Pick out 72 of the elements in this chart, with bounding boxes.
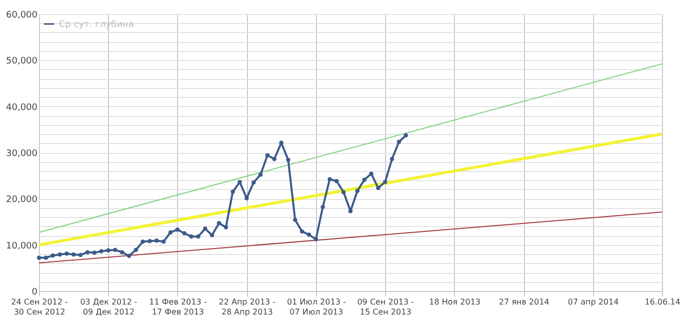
point — [355, 188, 360, 193]
y-tick-label: 60,000 — [6, 10, 38, 20]
point — [134, 248, 138, 252]
point — [154, 238, 159, 243]
point — [78, 252, 83, 258]
point — [44, 256, 48, 260]
point — [64, 251, 69, 256]
x-tick-label: 27 янв 2014 — [498, 298, 550, 306]
point — [140, 239, 145, 244]
point — [286, 158, 290, 162]
y-tick-label: 20,000 — [6, 195, 38, 206]
point — [161, 239, 166, 244]
point — [341, 190, 346, 194]
point — [382, 180, 388, 184]
point — [203, 226, 208, 231]
point — [293, 218, 298, 222]
point — [404, 133, 408, 138]
point — [126, 254, 132, 258]
x-tick-label: 03 Дек 2012 - 09 Дек 2012 — [80, 298, 138, 316]
y-tick-label: 0 — [32, 288, 38, 298]
point — [272, 156, 276, 162]
point — [390, 156, 394, 162]
x-tick-label: 11 Фев 2013 - 17 Фев 2013 — [149, 298, 207, 316]
point — [328, 177, 332, 182]
point — [58, 252, 62, 257]
point — [376, 186, 380, 190]
point — [113, 248, 118, 252]
x-tick-label: 07 апр 2014 — [568, 298, 619, 306]
point — [196, 234, 200, 239]
point — [396, 140, 402, 144]
y-tick-label: 50,000 — [6, 56, 38, 67]
point — [99, 249, 104, 254]
x-tick-label: 22 Апр 2013 - 28 Апр 2013 — [218, 298, 276, 316]
point — [85, 250, 90, 254]
point — [300, 229, 304, 234]
y-tick-label: 10,000 — [6, 241, 38, 252]
point — [71, 252, 76, 257]
y-tick-label: 40,000 — [6, 102, 38, 113]
x-tick-label: 16.06.14 — [644, 298, 680, 306]
point — [216, 221, 222, 226]
x-tick-label: 09 Сен 2013 - 15 Сен 2013 — [357, 298, 414, 316]
point — [334, 179, 339, 184]
point — [224, 225, 228, 230]
point — [348, 209, 353, 214]
point — [306, 232, 312, 237]
point — [210, 233, 214, 238]
point — [314, 237, 318, 242]
point — [238, 180, 242, 184]
x-tick-label: 01 Июл 2013 - 07 Июл 2013 — [286, 298, 346, 316]
point — [251, 180, 256, 185]
point — [244, 196, 249, 200]
point — [265, 153, 270, 158]
point — [50, 253, 55, 258]
point — [106, 248, 110, 252]
x-tick-label: 24 Сен 2012 - 30 Сен 2012 — [11, 298, 68, 316]
point — [369, 172, 374, 176]
point — [258, 172, 263, 177]
point — [168, 230, 173, 234]
legend-label: Ср сут. глубина — [59, 20, 134, 30]
x-tick-label: 18 Ноя 2013 — [429, 298, 481, 306]
point — [362, 178, 366, 182]
point — [148, 239, 152, 244]
point — [92, 250, 96, 255]
y-tick-label: 30,000 — [6, 149, 38, 159]
point — [320, 204, 325, 210]
point — [230, 190, 235, 194]
point — [175, 227, 180, 232]
point — [279, 140, 284, 145]
point — [120, 250, 124, 254]
point — [189, 234, 194, 239]
point — [182, 231, 186, 236]
point — [36, 256, 42, 260]
